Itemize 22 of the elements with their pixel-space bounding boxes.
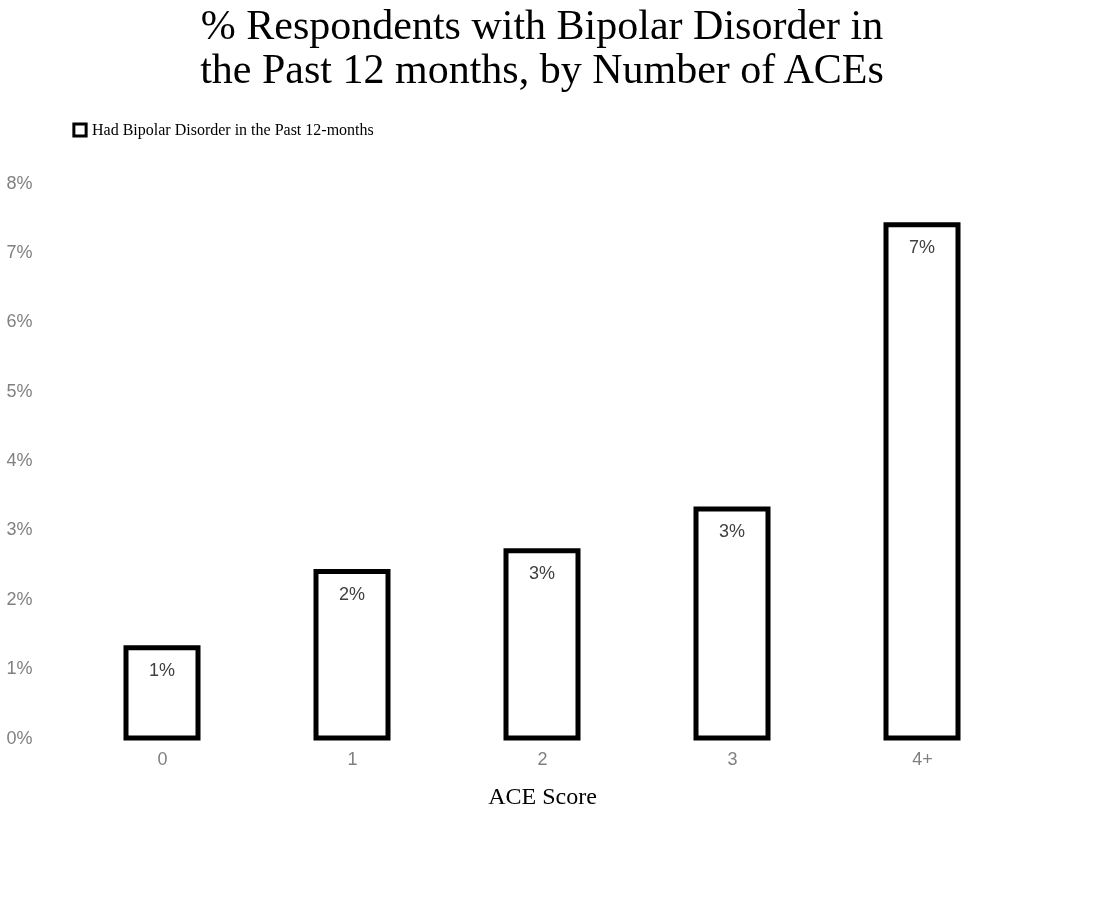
y-tick-label: 2% <box>6 588 33 609</box>
x-tick-label: 1 <box>347 748 358 769</box>
y-tick-label: 1% <box>6 658 33 679</box>
x-tick-label: 2 <box>537 748 548 769</box>
text: % Respondents with Bipolar Disorder in <box>200 2 884 48</box>
data-label: 1% <box>148 659 176 680</box>
data-label: 7% <box>908 236 936 257</box>
data-label: 3% <box>718 521 746 542</box>
x-axis-title: ACE Score <box>488 782 597 809</box>
data-label: 2% <box>338 583 366 604</box>
legend-label: Had Bipolar Disorder in the Past 12-months <box>92 121 374 139</box>
y-tick-label: 3% <box>6 519 33 540</box>
y-tick-label: 8% <box>6 172 33 193</box>
x-tick-label: 4+ <box>912 748 933 769</box>
data-label: 3% <box>528 562 556 583</box>
x-tick-label: 0 <box>157 748 168 769</box>
y-tick-label: 6% <box>6 311 33 332</box>
y-tick-label: 5% <box>6 380 33 401</box>
y-tick-label: 4% <box>6 450 33 470</box>
y-tick-label: 0% <box>6 727 33 748</box>
x-tick-label: 3 <box>727 748 738 769</box>
y-tick-label: 7% <box>6 241 33 262</box>
